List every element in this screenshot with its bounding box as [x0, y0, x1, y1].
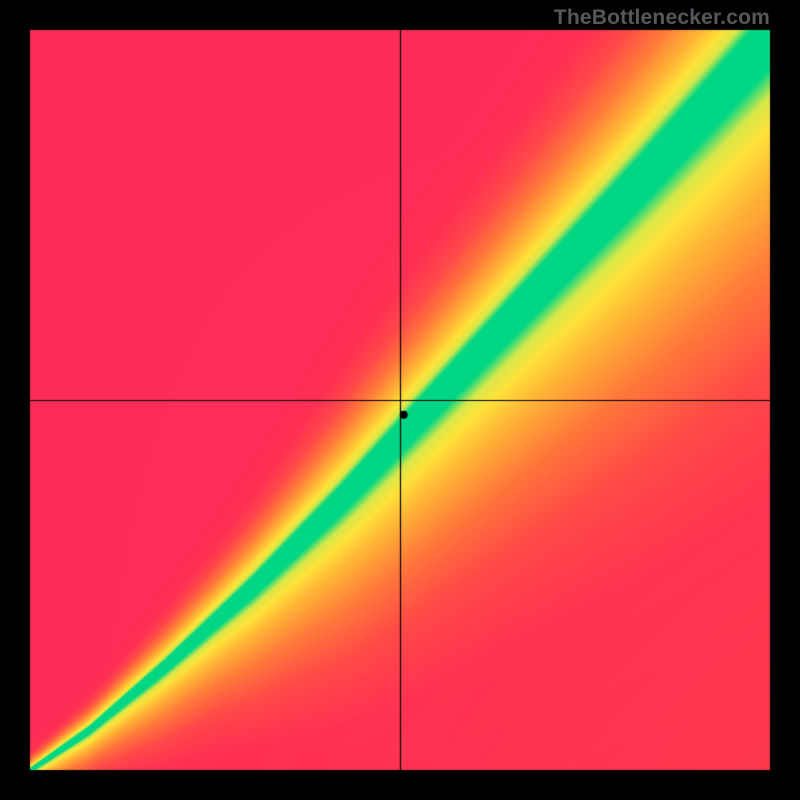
figure-container: TheBottlenecker.com [0, 0, 800, 800]
bottleneck-heatmap [0, 0, 800, 800]
watermark-text: TheBottlenecker.com [554, 6, 770, 30]
